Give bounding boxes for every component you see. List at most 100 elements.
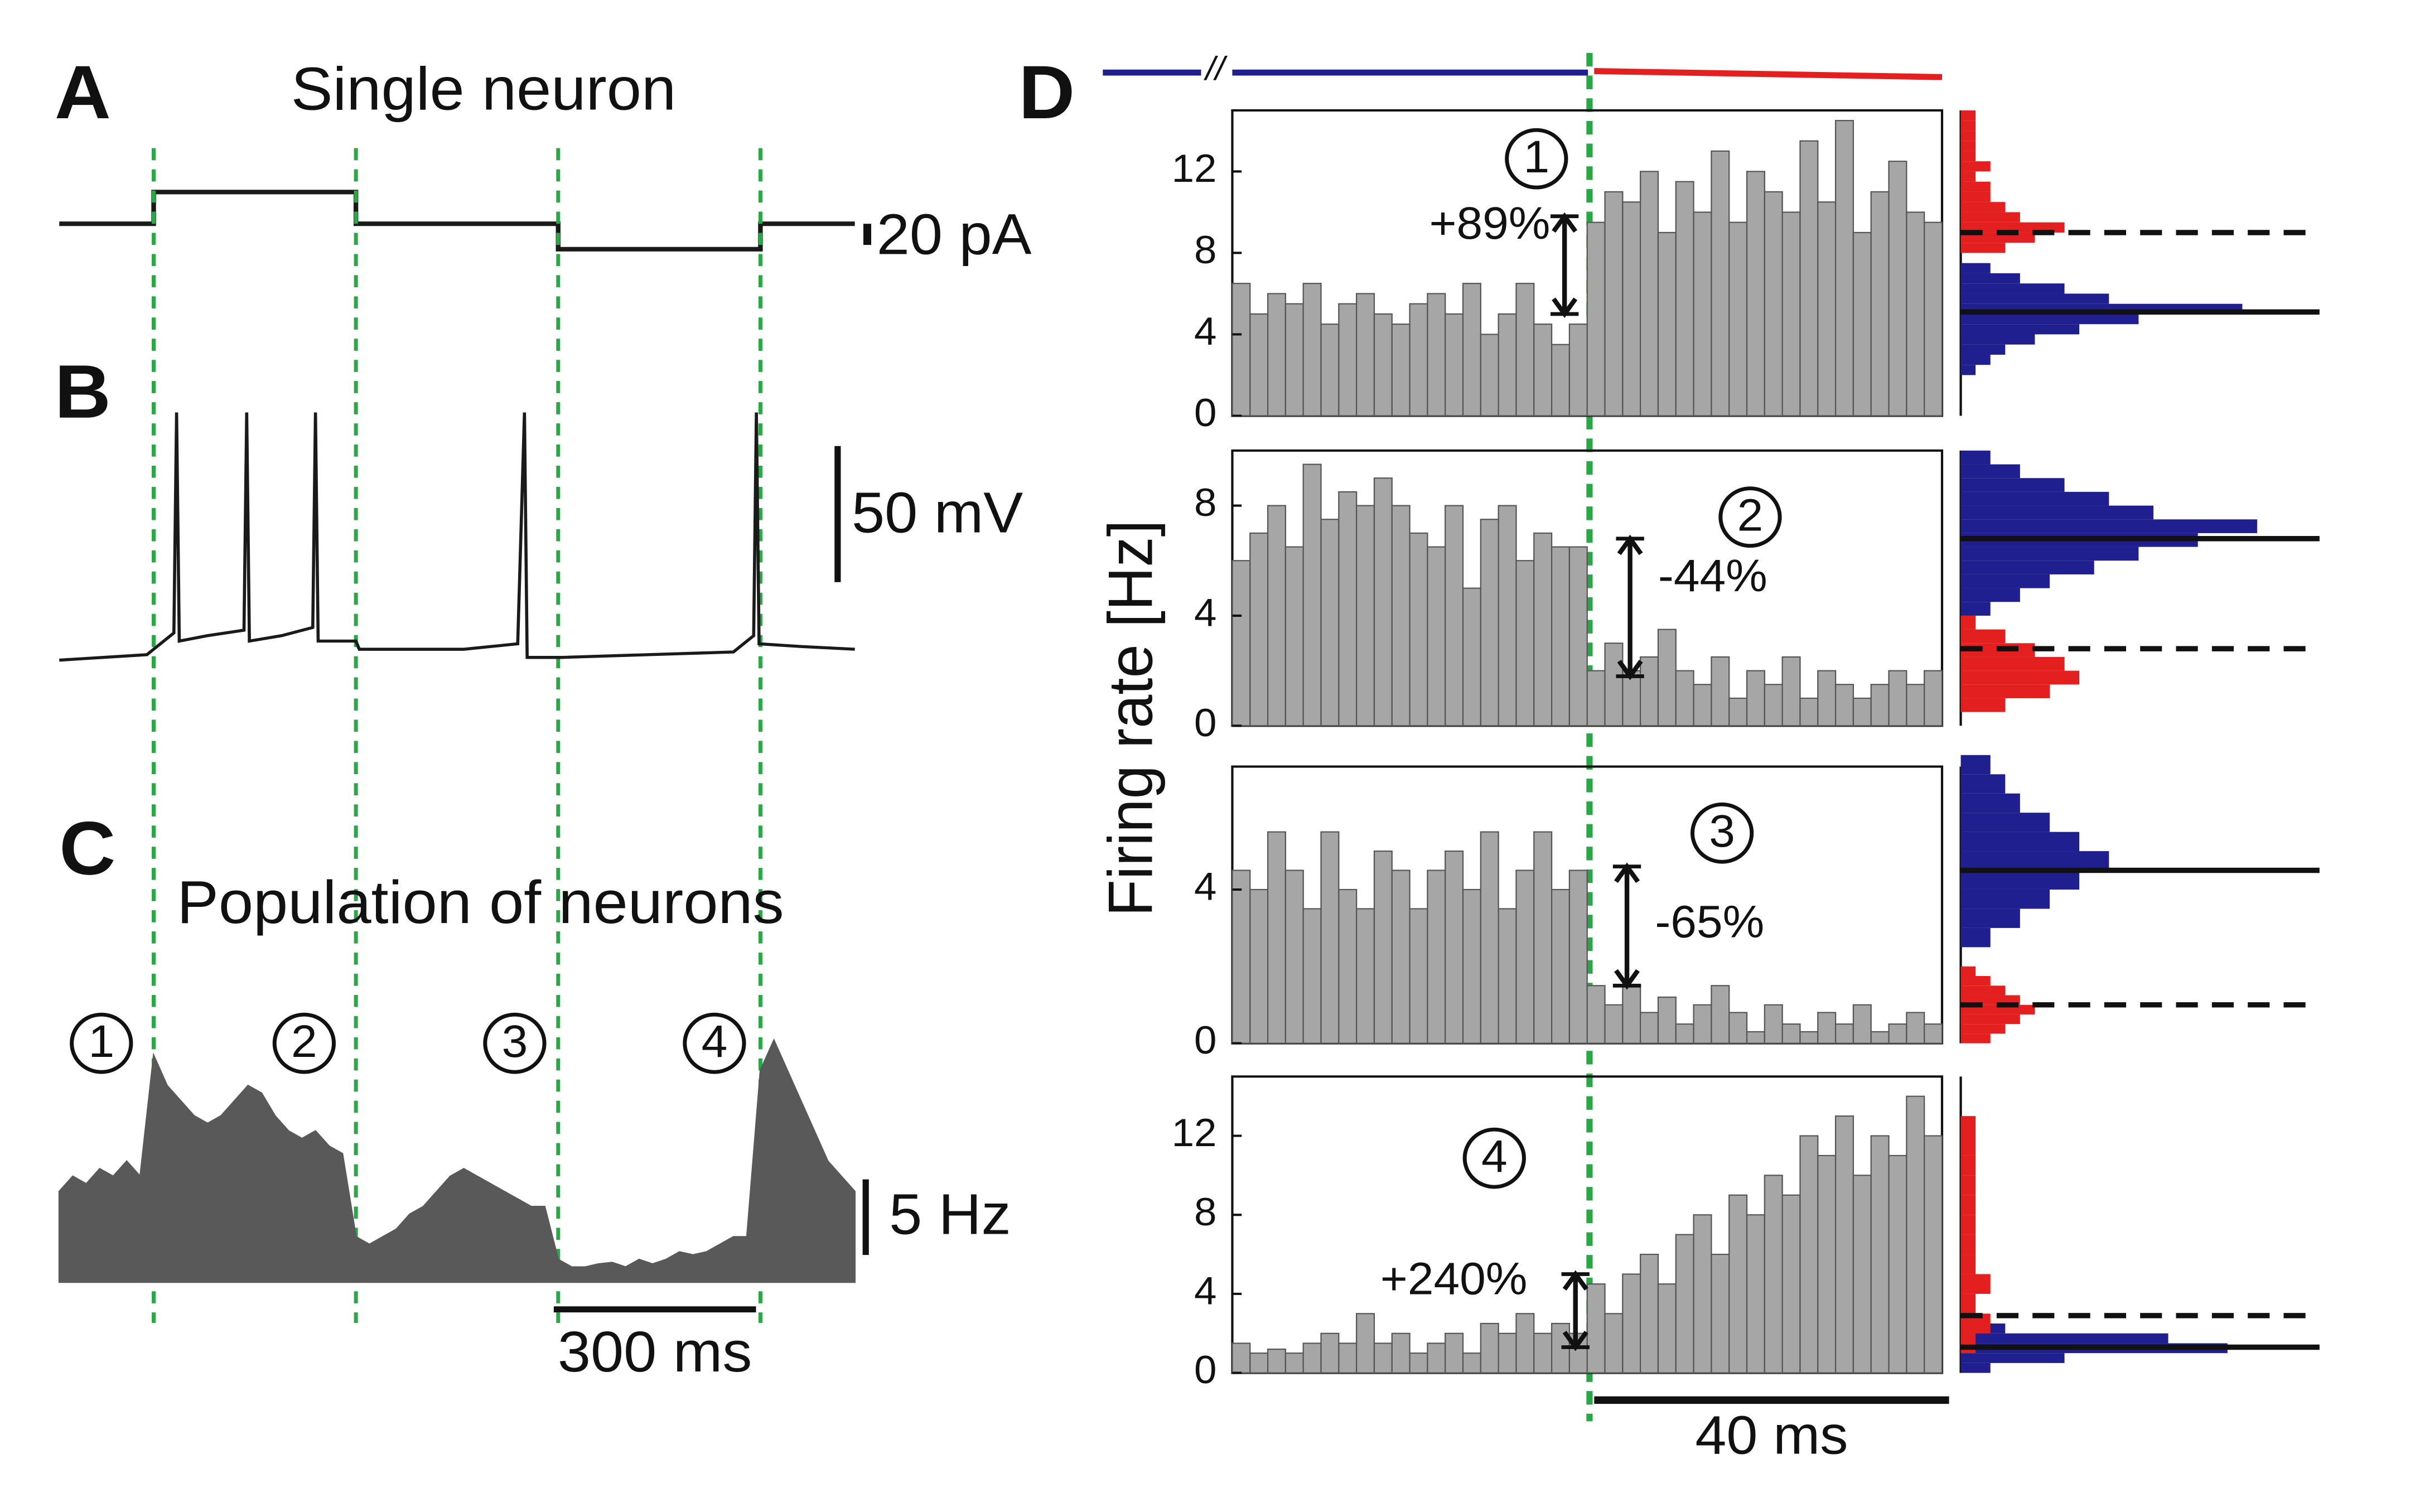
bar (1834, 1115, 1854, 1374)
distribution-bar (1960, 161, 1991, 172)
distribution-bar (1960, 131, 1976, 141)
bar (1480, 334, 1499, 417)
bar (1533, 831, 1553, 1044)
change-annotation: -65% (1655, 896, 1764, 948)
bar (1781, 1194, 1801, 1374)
panel-title: Single neuron (291, 55, 676, 123)
bar (1693, 684, 1712, 727)
bar (1462, 888, 1481, 1044)
bar (1675, 181, 1694, 417)
bar (1462, 1352, 1481, 1374)
bar (1391, 869, 1411, 1044)
distribution-bar (1960, 615, 1976, 630)
distribution-bar (1960, 1363, 1991, 1373)
epoch-label: 1 (1523, 131, 1549, 182)
bar (1764, 191, 1783, 417)
distribution-bar (1960, 243, 2006, 253)
distribution-bar (1960, 889, 2050, 909)
distribution-bar (1960, 202, 2006, 212)
distribution-bar (1960, 141, 1976, 151)
bar (1249, 1352, 1269, 1374)
bar (1906, 684, 1925, 727)
bar (1604, 1313, 1624, 1374)
bar (1799, 697, 1819, 727)
bar (1924, 1135, 1943, 1374)
bar (1586, 985, 1606, 1044)
bar (1586, 1283, 1606, 1374)
bar (1267, 1348, 1287, 1374)
bar (1338, 1342, 1358, 1374)
bar (1870, 1135, 1890, 1374)
timeline-post (1594, 67, 1943, 80)
bar (1640, 171, 1659, 417)
bar (1551, 344, 1571, 417)
bar (1391, 1332, 1411, 1374)
bar (1480, 1322, 1499, 1374)
bar (1568, 869, 1588, 1044)
distribution-bar (1960, 1293, 1976, 1314)
distribution-bar (1960, 851, 2109, 871)
distribution-bar (1960, 450, 1991, 465)
bar (1924, 221, 1943, 417)
distribution-bar (1960, 519, 2257, 533)
panel-letter: B (55, 350, 111, 434)
distribution-bar (1960, 832, 2080, 852)
bar (1586, 221, 1606, 417)
distribution-bar (1960, 656, 2065, 671)
bar (1409, 908, 1428, 1044)
y-tick-label: 0 (1194, 701, 1216, 745)
scale-label: 5 Hz (889, 1182, 1011, 1247)
bar (1267, 293, 1287, 417)
bar (1267, 831, 1287, 1044)
bar (1586, 670, 1606, 727)
bar (1356, 1313, 1375, 1374)
bar (1284, 303, 1304, 417)
epoch-label: 3 (502, 1016, 528, 1067)
distribution-bar (1960, 561, 2094, 574)
bar (1711, 985, 1730, 1044)
bar (1533, 1332, 1553, 1374)
distribution-bar (1960, 464, 2020, 479)
bar (1498, 505, 1517, 727)
epoch-circle (483, 1012, 547, 1074)
scale-label: 20 pA (877, 202, 1032, 267)
distribution-bar (1960, 365, 1976, 375)
bar (1746, 1031, 1765, 1044)
distribution-bar (1960, 684, 2050, 698)
bar (1462, 283, 1481, 417)
distribution-bar (1960, 813, 2050, 832)
distribution-bar (1960, 478, 2065, 492)
bar (1888, 161, 1907, 417)
bar (1284, 546, 1304, 727)
distribution-bar (1960, 151, 1976, 162)
bar (1906, 1012, 1925, 1044)
bar (1640, 656, 1659, 727)
bar (1888, 1023, 1907, 1044)
y-axis-label: Firing rate [Hz] (1096, 520, 1166, 916)
distribution-bar (1960, 334, 2035, 345)
distribution-bar (1960, 491, 2109, 506)
bar (1657, 629, 1677, 727)
distribution-bar (1960, 574, 2050, 588)
bar (1427, 1342, 1446, 1374)
bar (1640, 1012, 1659, 1044)
distribution-bar (1960, 1014, 2020, 1025)
bar (1231, 560, 1251, 727)
distribution-bar (1960, 1195, 1976, 1215)
distribution-bar (1960, 273, 2020, 284)
bar (1781, 211, 1801, 417)
distribution-bar (1960, 181, 1991, 192)
distribution-bar (1960, 110, 1976, 121)
y-tick-label: 12 (1172, 147, 1217, 191)
distribution-bar (1960, 171, 1976, 182)
distribution-bar (1960, 1215, 1976, 1235)
bar (1231, 283, 1251, 417)
y-tick-label: 4 (1194, 310, 1216, 354)
bar (1480, 831, 1499, 1044)
y-tick-label: 0 (1194, 1348, 1216, 1392)
time-scale-label: 40 ms (1695, 1405, 1848, 1466)
y-tick-label: 8 (1194, 1190, 1216, 1234)
bar (1834, 684, 1854, 727)
bar (1445, 850, 1464, 1044)
